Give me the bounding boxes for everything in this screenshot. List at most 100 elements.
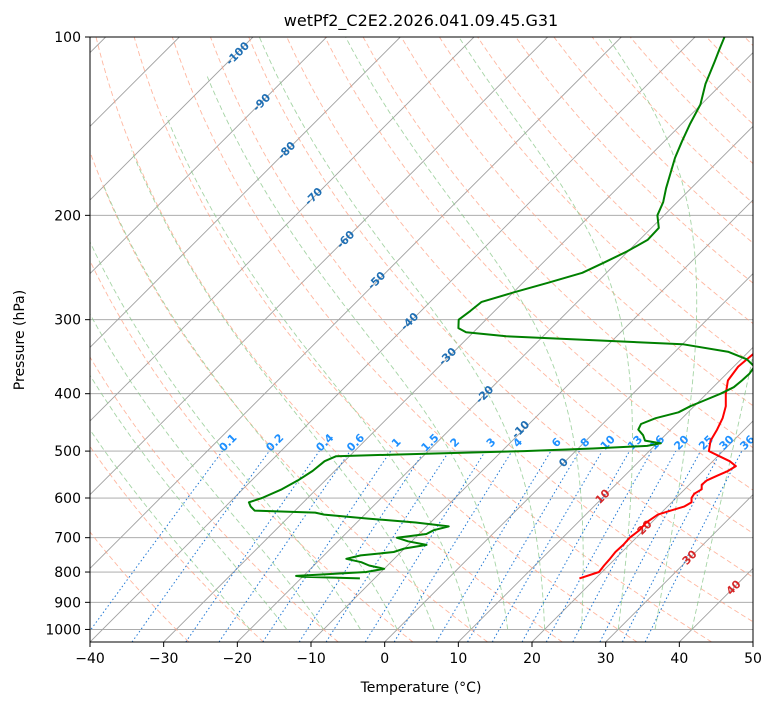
dry-adiabat-label: -40 <box>398 310 421 333</box>
mixing-ratio-line <box>364 450 486 642</box>
moist-adiabat <box>102 184 398 630</box>
dry-adiabat <box>744 37 753 47</box>
dewpoint-profile-line <box>247 37 753 580</box>
x-tick-label: 50 <box>744 651 762 667</box>
x-tick-label: −40 <box>75 651 105 667</box>
x-tick-label: 10 <box>449 651 467 667</box>
dry-adiabat <box>706 37 753 86</box>
x-tick-label: −30 <box>149 651 179 667</box>
isotherm-line <box>752 641 753 642</box>
dry-adiabat <box>90 150 488 642</box>
dry-adiabat <box>553 37 753 244</box>
mixing-ratio-line <box>521 450 630 642</box>
mixing-ratio-line <box>131 450 270 642</box>
dry-adiabat <box>515 37 753 284</box>
x-tick-label: 20 <box>523 651 541 667</box>
dry-adiabat-label: 20 <box>635 517 655 537</box>
dry-adiabat <box>90 259 414 642</box>
y-tick-label: 1000 <box>45 622 81 638</box>
moist-adiabat <box>345 37 584 630</box>
moist-adiabat <box>691 353 753 630</box>
dry-adiabat <box>362 37 753 449</box>
dry-adiabat <box>171 37 712 642</box>
isotherm-line <box>384 273 753 642</box>
dry-adiabat-label: 10 <box>593 486 613 506</box>
isotherm-line <box>163 52 753 642</box>
dry-adiabat-label: -50 <box>365 269 388 292</box>
dry-adiabat <box>400 37 753 407</box>
y-tick-label: 600 <box>54 491 81 507</box>
isotherm-line <box>90 37 622 569</box>
isotherm-line <box>458 346 753 642</box>
moist-adiabat <box>607 37 698 630</box>
mixing-ratio-line <box>491 450 603 642</box>
temperature-profile-line <box>579 352 753 580</box>
mixing-ratio-label: 6 <box>549 435 564 450</box>
tick-layer: −40 −30 −20 −10 0 10 20 30 40 50 100 200 300 400 500 60… <box>45 30 762 667</box>
chart-title: wetPf2_C2E2.2026.041.09.45.G31 <box>284 11 558 31</box>
series-layer <box>247 37 753 580</box>
mixing-ratio-line <box>599 450 701 642</box>
moist-adiabat <box>90 240 361 630</box>
isotherm-line <box>90 37 327 275</box>
moist-adiabat <box>206 76 509 630</box>
dry-adiabat <box>210 37 753 623</box>
y-tick-label: 500 <box>54 444 81 460</box>
x-tick-label: 0 <box>380 651 389 667</box>
mixing-ratio-line <box>218 450 351 642</box>
y-tick-label: 200 <box>54 208 81 224</box>
dry-adiabat <box>90 445 264 642</box>
mixing-ratio-line <box>325 450 450 642</box>
mixing-ratio-label: 13 <box>625 433 645 453</box>
y-tick-label: 300 <box>54 313 81 329</box>
mixing-ratio-line <box>435 450 552 642</box>
dry-adiabat <box>90 531 190 642</box>
y-tick-label: 100 <box>54 30 81 46</box>
isotherm-line <box>90 37 254 201</box>
dry-adiabat <box>439 37 753 365</box>
isotherm-line <box>90 37 548 496</box>
dry-adiabat <box>133 37 638 642</box>
grid-layer: 0.1 0.2 0.4 0.6 1 1.5 2 3 4 6 8 10 13 16 20 25 30 36-100-… <box>90 37 753 642</box>
dry-adiabat <box>324 37 753 491</box>
y-tick-label: 400 <box>54 387 81 403</box>
mixing-ratio-line <box>185 450 320 642</box>
isotherm-line <box>310 199 753 642</box>
mixing-ratio-line <box>393 450 513 642</box>
x-tick-label: −10 <box>296 651 326 667</box>
dry-adiabat <box>591 37 753 204</box>
x-tick-label: 30 <box>597 651 615 667</box>
dry-adiabat-label: -70 <box>302 185 325 208</box>
isotherm-line <box>605 494 753 642</box>
mixing-ratio-label: 3 <box>484 435 499 450</box>
dry-adiabat <box>286 37 753 534</box>
moist-adiabat <box>458 37 633 630</box>
isotherm-line <box>237 125 753 642</box>
y-tick-label: 700 <box>54 531 81 547</box>
dry-adiabat <box>90 356 339 642</box>
dry-adiabat <box>95 37 563 642</box>
isotherm-line <box>90 37 696 642</box>
moist-adiabat <box>165 115 472 630</box>
mixing-ratio-line <box>545 450 653 642</box>
mixing-ratio-label: 2 <box>448 435 463 450</box>
y-tick-label: 800 <box>54 565 81 581</box>
mixing-ratio-label: 10 <box>598 432 618 452</box>
mixing-ratio-line <box>262 450 392 642</box>
x-tick-label: −20 <box>223 651 253 667</box>
x-axis-label: Temperature (°C) <box>360 680 482 696</box>
isotherm-line <box>90 37 401 348</box>
mixing-ratio-line <box>90 450 223 632</box>
dry-adiabat <box>668 37 753 125</box>
moist-adiabat <box>90 374 288 630</box>
y-tick-label: 900 <box>54 595 81 611</box>
dry-adiabat-label: -30 <box>436 345 459 368</box>
moist-adiabat <box>131 150 435 630</box>
x-tick-label: 40 <box>670 651 688 667</box>
mixing-ratio-label: 1 <box>389 435 404 450</box>
isotherm-line <box>531 420 753 642</box>
y-axis-label: Pressure (hPa) <box>12 290 28 390</box>
moist-adiabat <box>90 313 324 630</box>
moist-adiabat <box>90 428 251 630</box>
